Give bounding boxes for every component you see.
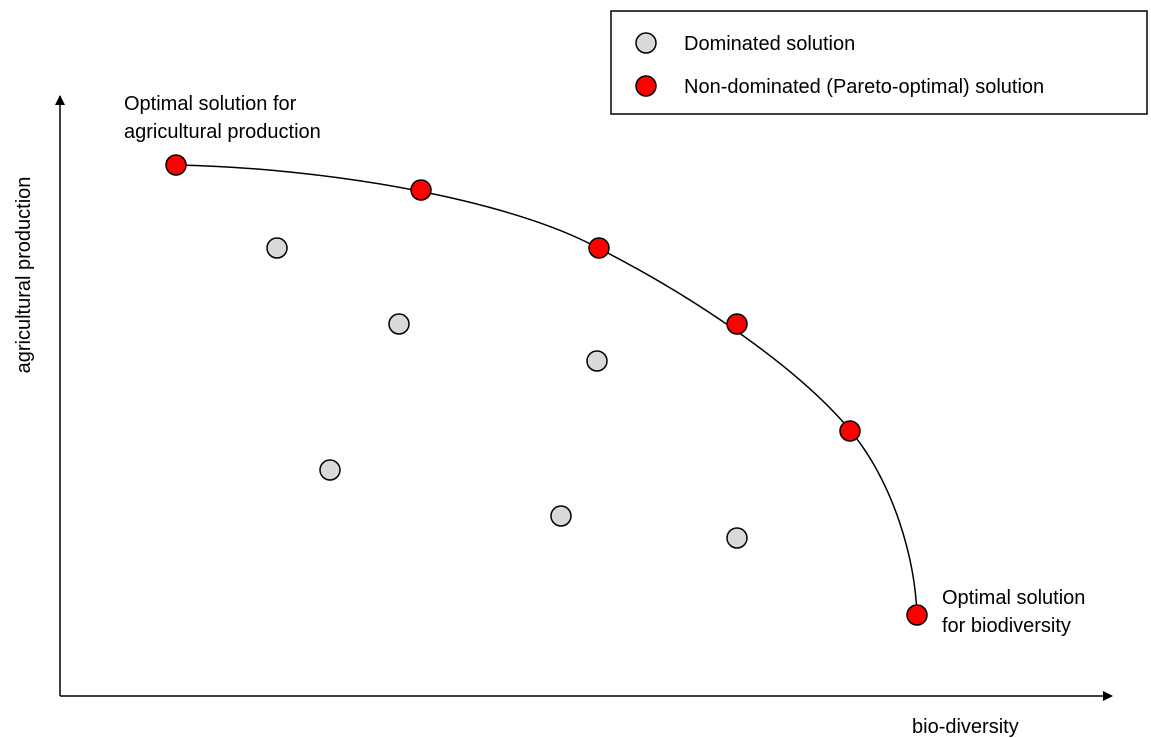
legend-dominated-marker bbox=[635, 32, 657, 54]
legend-dominated-label: Dominated solution bbox=[684, 33, 855, 55]
dominated-point bbox=[586, 350, 608, 372]
pareto-point bbox=[588, 237, 610, 259]
annotation-agri-line1: Optimal solution for bbox=[124, 93, 297, 115]
pareto-point bbox=[410, 179, 432, 201]
pareto-front-curve bbox=[175, 164, 918, 616]
legend-pareto-label: Non-dominated (Pareto-optimal) solution bbox=[684, 76, 1044, 98]
annotation-agri-line2: agricultural production bbox=[124, 121, 321, 143]
dominated-point bbox=[319, 459, 341, 481]
dominated-point bbox=[726, 527, 748, 549]
dominated-point bbox=[266, 237, 288, 259]
dominated-point bbox=[388, 313, 410, 335]
y-axis-label: agricultural production bbox=[13, 177, 35, 374]
pareto-point bbox=[726, 313, 748, 335]
pareto-point bbox=[906, 604, 928, 626]
x-axis-label: bio-diversity bbox=[912, 716, 1019, 738]
annotation-bio-line1: Optimal solution bbox=[942, 587, 1085, 609]
pareto-point bbox=[165, 154, 187, 176]
legend-box bbox=[610, 10, 1148, 115]
legend-pareto-marker bbox=[635, 75, 657, 97]
annotation-bio-line2: for biodiversity bbox=[942, 615, 1071, 637]
dominated-point bbox=[550, 505, 572, 527]
dominated-solutions bbox=[266, 237, 748, 549]
pareto-optimal-solutions bbox=[165, 154, 928, 626]
legend: Dominated solution Non-dominated (Pareto… bbox=[610, 10, 1148, 115]
pareto-point bbox=[839, 420, 861, 442]
